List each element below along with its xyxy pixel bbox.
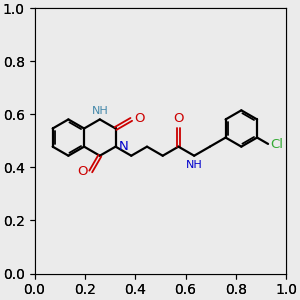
- Text: O: O: [77, 165, 88, 178]
- Text: O: O: [173, 112, 184, 125]
- Text: NH: NH: [186, 160, 203, 170]
- Text: NH: NH: [92, 106, 108, 116]
- Text: O: O: [134, 112, 145, 125]
- Text: Cl: Cl: [270, 138, 283, 151]
- Text: N: N: [119, 140, 129, 153]
